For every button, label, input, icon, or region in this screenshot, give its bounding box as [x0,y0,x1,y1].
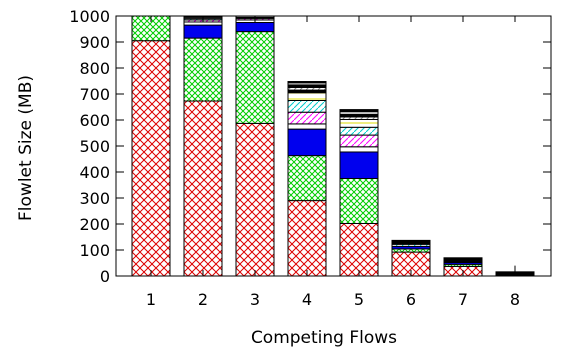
y-tick-label: 1000 [69,7,110,26]
bar-segment-2-1 [183,100,223,276]
bar-segment-1-1 [131,40,171,276]
x-tick-label: 7 [458,290,468,309]
bar-segment-5-1 [339,222,379,276]
bar-segment-5-4 [339,146,379,153]
bar-segment-4-2 [287,155,327,202]
x-tick-label: 2 [198,290,208,309]
bar-segment-5-6 [339,126,379,136]
bar-segment-4-3 [287,128,327,157]
x-tick-label: 1 [146,290,156,309]
bar-segment-5-2 [339,178,379,224]
bar-segment-5-5 [339,134,379,148]
y-tick-label: 300 [79,189,110,208]
bar-segment-3-2 [235,31,275,124]
plot-frame [115,15,552,277]
y-tick-label: 400 [79,163,110,182]
bar-segment-6-5 [391,239,431,245]
bar-segment-5-11 [339,109,379,113]
x-tick-label: 8 [510,290,520,309]
bar-segment-4-6 [287,100,327,113]
y-tick-label: 600 [79,111,110,130]
bar-segment-3-3 [235,22,275,33]
bar-segment-2-3 [183,24,223,39]
x-axis-title: Competing Flows [251,328,397,347]
bar-segment-4-1 [287,200,327,276]
y-axis-title: Flowlet Size (MB) [16,75,36,221]
y-tick-label: 500 [79,137,110,156]
bar-segment-2-2 [183,37,223,102]
bar-segment-4-12 [287,81,327,84]
y-tick-label: 0 [100,267,110,286]
bar-segment-3-1 [235,122,275,276]
bar-segment-5-7 [339,118,379,128]
bar-segment-7-4 [443,257,483,263]
bar-segment-5-3 [339,151,379,179]
bar-segment-4-5 [287,111,327,125]
bar-segment-4-7 [287,92,327,101]
x-tick-label: 5 [354,290,364,309]
bar-segment-4-4 [287,123,327,130]
x-tick-label: 6 [406,290,416,309]
y-tick-label: 800 [79,59,110,78]
x-tick-label: 4 [302,290,312,309]
x-tick-label: 3 [250,290,260,309]
y-tick-label: 200 [79,215,110,234]
y-tick-label: 900 [79,33,110,52]
axes: 0 100 200 300 400 500 600 700 800 900 1000 1 2 3 4 5 6 7 8 [69,7,552,309]
y-tick-label: 100 [79,241,110,260]
y-tick-label: 700 [79,85,110,104]
plot-area [131,16,535,276]
